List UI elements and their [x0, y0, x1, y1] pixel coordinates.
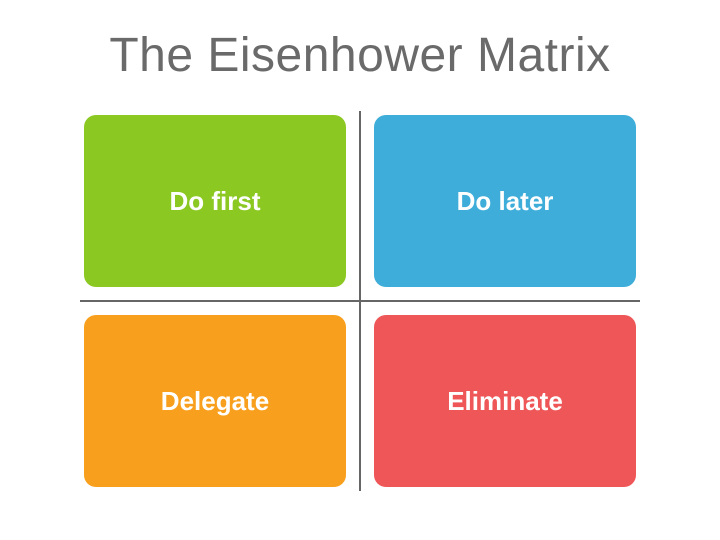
quadrant-label: Do first	[170, 186, 261, 217]
page-title: The Eisenhower Matrix	[109, 28, 610, 83]
quadrant-label: Eliminate	[447, 386, 563, 417]
quadrant-delegate: Delegate	[84, 315, 346, 487]
eisenhower-matrix: Do first Do later Delegate Eliminate	[80, 111, 640, 491]
quadrant-label: Delegate	[161, 386, 269, 417]
quadrant-eliminate: Eliminate	[374, 315, 636, 487]
quadrant-do-first: Do first	[84, 115, 346, 287]
quadrant-label: Do later	[457, 186, 554, 217]
horizontal-divider	[80, 300, 640, 302]
quadrant-do-later: Do later	[374, 115, 636, 287]
